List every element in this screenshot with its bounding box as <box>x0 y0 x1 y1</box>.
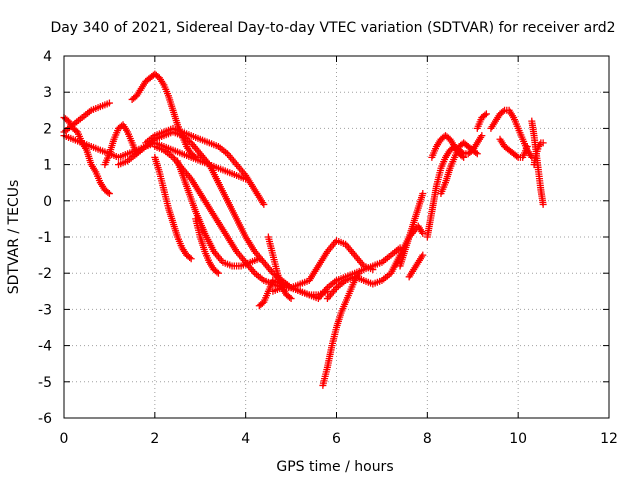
series-sat-p <box>319 269 363 389</box>
data-point <box>287 295 295 303</box>
series-sat-r <box>396 190 427 270</box>
y-tick-label: 2 <box>43 121 52 137</box>
data-point <box>473 150 481 158</box>
data-point <box>186 254 194 262</box>
series-sat-d <box>101 121 141 169</box>
series-sat-f <box>115 128 331 299</box>
data-point <box>369 266 377 274</box>
x-tick-label: 4 <box>241 431 250 447</box>
data-point <box>539 139 547 147</box>
data-point <box>460 153 468 161</box>
data-point <box>419 190 427 198</box>
x-tick-label: 8 <box>423 431 432 447</box>
y-tick-label: 3 <box>43 85 52 101</box>
chart-title: Day 340 of 2021, Sidereal Day-to-day VTE… <box>50 20 615 36</box>
series-sat-u <box>428 132 468 161</box>
grid-lines <box>64 56 609 418</box>
series-sat-s <box>405 251 427 281</box>
data-point <box>255 255 263 263</box>
series-sat-o <box>269 237 377 295</box>
x-tick-label: 2 <box>150 431 159 447</box>
data-point <box>523 143 531 150</box>
x-axis-label: GPS time / hours <box>276 459 393 475</box>
series-sat-l <box>255 276 277 310</box>
y-tick-label: -1 <box>38 230 52 246</box>
data-point <box>513 152 521 160</box>
x-tick-label: 12 <box>600 431 618 447</box>
data-point <box>105 99 113 107</box>
data-point <box>104 188 112 196</box>
series-sat-q <box>323 222 427 303</box>
y-tick-label: -4 <box>38 339 52 355</box>
y-tick-label: 1 <box>43 158 52 174</box>
series-sat-j <box>174 157 263 270</box>
data-point <box>214 269 222 277</box>
data-point <box>213 268 221 276</box>
data-point <box>499 108 507 116</box>
y-tick-label: -3 <box>38 302 52 318</box>
series-sat-v <box>437 139 481 198</box>
data-series <box>60 70 547 389</box>
y-tick-label: -5 <box>38 375 52 391</box>
data-point <box>190 152 198 160</box>
series-sat-k <box>192 215 222 277</box>
data-point <box>472 149 480 157</box>
series-sat-y <box>496 135 531 161</box>
y-tick-label: 4 <box>43 49 52 65</box>
series-sat-e <box>128 70 204 161</box>
data-point <box>286 293 294 301</box>
data-point <box>481 111 489 119</box>
series-sat-w <box>473 110 490 132</box>
y-tick-label: -2 <box>38 266 52 282</box>
data-point <box>539 200 547 208</box>
y-axis-label: SDTVAR / TECUs <box>6 180 22 295</box>
x-tick-label: 0 <box>60 431 69 447</box>
data-point <box>458 152 466 160</box>
series-sat-c <box>60 99 113 136</box>
series-sat-aa <box>530 139 547 169</box>
data-point <box>482 110 490 118</box>
y-tick-label: -6 <box>38 411 52 427</box>
x-tick-label: 10 <box>509 431 527 447</box>
data-point <box>105 190 113 198</box>
series-sat-x <box>487 106 536 161</box>
x-tick-label: 6 <box>332 431 341 447</box>
data-point <box>419 251 427 259</box>
series-sat-g <box>142 124 268 208</box>
data-point <box>478 132 486 140</box>
data-point <box>260 200 268 208</box>
y-tick-label: 0 <box>43 194 52 210</box>
data-point <box>187 255 195 263</box>
series-sat-i <box>151 153 195 263</box>
